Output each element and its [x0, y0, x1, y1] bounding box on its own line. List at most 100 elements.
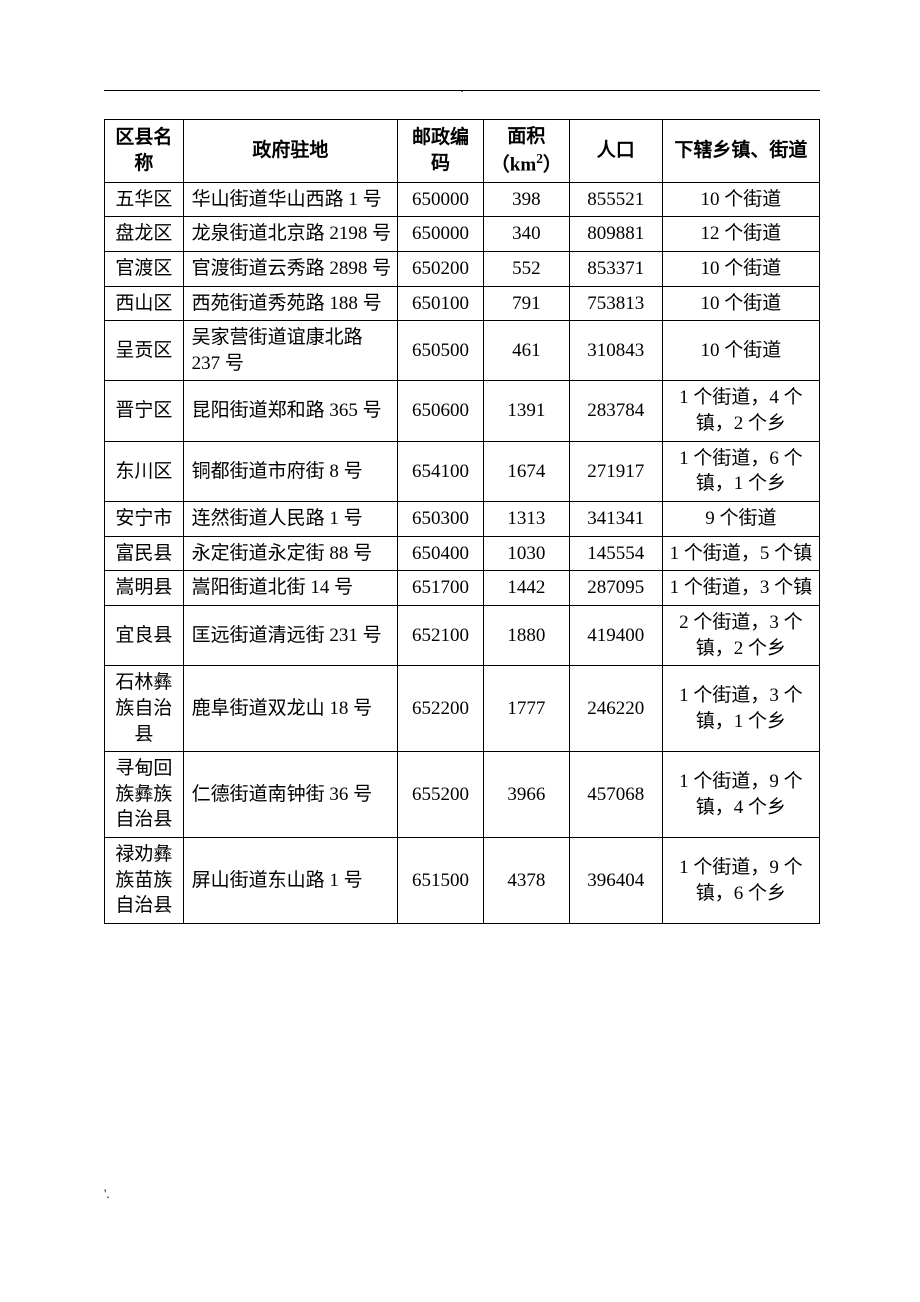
cell-name: 西山区: [105, 286, 184, 321]
cell-sub: 1 个街道，9 个镇，4 个乡: [662, 752, 819, 838]
table-row: 宜良县匡远街道清远街 231 号65210018804194002 个街道，3 …: [105, 605, 820, 665]
cell-sub: 1 个街道，6 个镇，1 个乡: [662, 441, 819, 501]
cell-area: 1674: [483, 441, 569, 501]
cell-addr: 鹿阜街道双龙山 18 号: [183, 666, 398, 752]
cell-addr: 连然街道人民路 1 号: [183, 502, 398, 537]
cell-addr: 匡远街道清远街 231 号: [183, 605, 398, 665]
cell-name: 石林彝族自治县: [105, 666, 184, 752]
cell-addr: 龙泉街道北京路 2198 号: [183, 217, 398, 252]
cell-post: 650100: [398, 286, 484, 321]
cell-name: 呈贡区: [105, 321, 184, 381]
th-sub: 下辖乡镇、街道: [662, 120, 819, 183]
cell-pop: 457068: [569, 752, 662, 838]
cell-pop: 419400: [569, 605, 662, 665]
cell-pop: 809881: [569, 217, 662, 252]
cell-area: 4378: [483, 838, 569, 924]
cell-name: 五华区: [105, 182, 184, 217]
cell-name: 盘龙区: [105, 217, 184, 252]
cell-area: 1391: [483, 381, 569, 441]
cell-sub: 10 个街道: [662, 182, 819, 217]
cell-sub: 10 个街道: [662, 321, 819, 381]
table-row: 西山区西苑街道秀苑路 188 号65010079175381310 个街道: [105, 286, 820, 321]
districts-table: 区县名称 政府驻地 邮政编码 面积（km2） 人口 下辖乡镇、街道 五华区华山街…: [104, 119, 820, 924]
th-pop: 人口: [569, 120, 662, 183]
cell-sub: 10 个街道: [662, 251, 819, 286]
th-name: 区县名称: [105, 120, 184, 183]
cell-pop: 145554: [569, 536, 662, 571]
cell-addr: 铜都街道市府街 8 号: [183, 441, 398, 501]
cell-pop: 753813: [569, 286, 662, 321]
cell-area: 552: [483, 251, 569, 286]
cell-area: 3966: [483, 752, 569, 838]
cell-addr: 吴家营街道谊康北路 237 号: [183, 321, 398, 381]
table-row: 富民县永定街道永定街 88 号65040010301455541 个街道，5 个…: [105, 536, 820, 571]
cell-post: 651700: [398, 571, 484, 606]
cell-sub: 1 个街道，3 个镇，1 个乡: [662, 666, 819, 752]
cell-post: 650200: [398, 251, 484, 286]
cell-sub: 1 个街道，3 个镇: [662, 571, 819, 606]
cell-sub: 2 个街道，3 个镇，2 个乡: [662, 605, 819, 665]
table-row: 呈贡区吴家营街道谊康北路 237 号65050046131084310 个街道: [105, 321, 820, 381]
footer-mark: '.: [104, 1186, 110, 1202]
cell-area: 1313: [483, 502, 569, 537]
cell-addr: 昆阳街道郑和路 365 号: [183, 381, 398, 441]
cell-post: 650500: [398, 321, 484, 381]
table-row: 东川区铜都街道市府街 8 号65410016742719171 个街道，6 个镇…: [105, 441, 820, 501]
cell-area: 791: [483, 286, 569, 321]
cell-area: 340: [483, 217, 569, 252]
th-addr: 政府驻地: [183, 120, 398, 183]
th-post: 邮政编码: [398, 120, 484, 183]
cell-addr: 官渡街道云秀路 2898 号: [183, 251, 398, 286]
cell-addr: 华山街道华山西路 1 号: [183, 182, 398, 217]
cell-pop: 855521: [569, 182, 662, 217]
cell-sub: 1 个街道，4 个镇，2 个乡: [662, 381, 819, 441]
table-row: 晋宁区昆阳街道郑和路 365 号65060013912837841 个街道，4 …: [105, 381, 820, 441]
table-body: 五华区华山街道华山西路 1 号65000039885552110 个街道盘龙区龙…: [105, 182, 820, 923]
th-area: 面积（km2）: [483, 120, 569, 183]
cell-post: 652100: [398, 605, 484, 665]
table-row: 石林彝族自治县鹿阜街道双龙山 18 号65220017772462201 个街道…: [105, 666, 820, 752]
cell-name: 宜良县: [105, 605, 184, 665]
cell-post: 652200: [398, 666, 484, 752]
table-row: 禄劝彝族苗族自治县屏山街道东山路 1 号65150043783964041 个街…: [105, 838, 820, 924]
cell-addr: 嵩阳街道北街 14 号: [183, 571, 398, 606]
cell-pop: 246220: [569, 666, 662, 752]
cell-name: 安宁市: [105, 502, 184, 537]
cell-name: 东川区: [105, 441, 184, 501]
cell-pop: 283784: [569, 381, 662, 441]
cell-name: 禄劝彝族苗族自治县: [105, 838, 184, 924]
cell-name: 官渡区: [105, 251, 184, 286]
divider-line: [104, 90, 820, 91]
cell-addr: 屏山街道东山路 1 号: [183, 838, 398, 924]
cell-sub: 1 个街道，9 个镇，6 个乡: [662, 838, 819, 924]
page: 区县名称 政府驻地 邮政编码 面积（km2） 人口 下辖乡镇、街道 五华区华山街…: [0, 0, 920, 924]
cell-post: 654100: [398, 441, 484, 501]
cell-area: 1442: [483, 571, 569, 606]
table-header: 区县名称 政府驻地 邮政编码 面积（km2） 人口 下辖乡镇、街道: [105, 120, 820, 183]
cell-addr: 永定街道永定街 88 号: [183, 536, 398, 571]
cell-pop: 287095: [569, 571, 662, 606]
cell-addr: 仁德街道南钟街 36 号: [183, 752, 398, 838]
cell-pop: 853371: [569, 251, 662, 286]
table-header-row: 区县名称 政府驻地 邮政编码 面积（km2） 人口 下辖乡镇、街道: [105, 120, 820, 183]
cell-addr: 西苑街道秀苑路 188 号: [183, 286, 398, 321]
cell-post: 650300: [398, 502, 484, 537]
cell-sub: 9 个街道: [662, 502, 819, 537]
cell-name: 富民县: [105, 536, 184, 571]
cell-post: 650000: [398, 217, 484, 252]
table-row: 寻甸回族彝族自治县仁德街道南钟街 36 号65520039664570681 个…: [105, 752, 820, 838]
cell-area: 1777: [483, 666, 569, 752]
cell-pop: 341341: [569, 502, 662, 537]
cell-sub: 10 个街道: [662, 286, 819, 321]
table-row: 盘龙区龙泉街道北京路 2198 号65000034080988112 个街道: [105, 217, 820, 252]
cell-area: 461: [483, 321, 569, 381]
cell-name: 嵩明县: [105, 571, 184, 606]
cell-area: 1880: [483, 605, 569, 665]
cell-name: 晋宁区: [105, 381, 184, 441]
cell-pop: 396404: [569, 838, 662, 924]
cell-pop: 271917: [569, 441, 662, 501]
table-row: 嵩明县嵩阳街道北街 14 号65170014422870951 个街道，3 个镇: [105, 571, 820, 606]
cell-post: 655200: [398, 752, 484, 838]
cell-area: 1030: [483, 536, 569, 571]
table-row: 安宁市连然街道人民路 1 号65030013133413419 个街道: [105, 502, 820, 537]
